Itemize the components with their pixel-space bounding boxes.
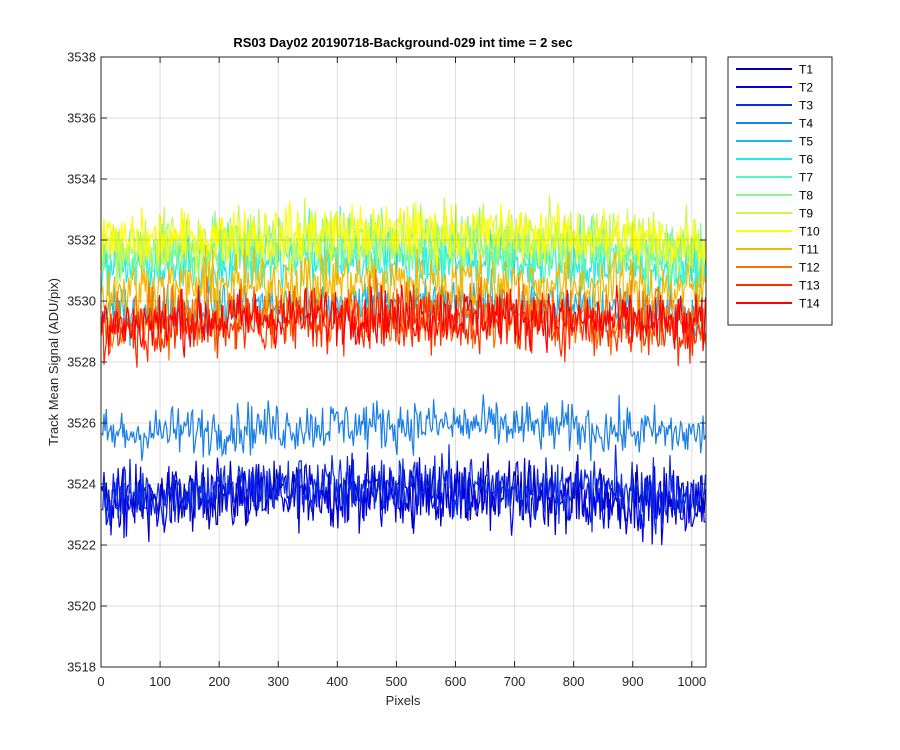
y-tick-label: 3522 — [67, 538, 96, 553]
series-line-t4 — [101, 394, 706, 462]
series-line-t10 — [101, 200, 706, 274]
legend-label-t13: T13 — [799, 279, 820, 293]
x-tick-label: 700 — [504, 674, 526, 689]
y-tick-label: 3532 — [67, 233, 96, 248]
x-tick-label: 200 — [208, 674, 230, 689]
series-line-t14 — [101, 284, 706, 358]
x-tick-label: 400 — [326, 674, 348, 689]
x-tick-label: 800 — [563, 674, 585, 689]
axes: 0 100 200 300 400 500 600 700 800 900 1000 3518 3520… — [67, 50, 707, 689]
y-tick-label: 3528 — [67, 355, 96, 370]
legend: T1 T2 T3 T4 T5 T6 T7 T8 T9 T10 T11 T12 T13 T14 — [727, 56, 833, 326]
grid-layer — [100, 56, 706, 668]
y-tick-label: 3518 — [67, 660, 96, 675]
x-tick-label: 600 — [445, 674, 467, 689]
x-tick-label: 900 — [622, 674, 644, 689]
legend-label-t14: T14 — [799, 297, 820, 311]
y-tick-label: 3520 — [67, 599, 96, 614]
legend-label-t5: T5 — [799, 135, 813, 149]
legend-label-t8: T8 — [799, 189, 813, 203]
y-tick-label: 3534 — [67, 172, 96, 187]
y-tick-label: 3524 — [67, 477, 96, 492]
legend-label-t12: T12 — [799, 261, 820, 275]
x-tick-label: 500 — [386, 674, 408, 689]
legend-label-t4: T4 — [799, 117, 813, 131]
legend-label-t6: T6 — [799, 153, 813, 167]
legend-label-t10: T10 — [799, 225, 820, 239]
y-tick-label: 3536 — [67, 111, 96, 126]
y-tick-label: 3538 — [67, 50, 96, 65]
x-tick-label: 0 — [97, 674, 104, 689]
series-line-t13 — [101, 284, 706, 368]
legend-label-t9: T9 — [799, 207, 813, 221]
x-axis-label: Pixels — [386, 693, 421, 708]
series-line-t9 — [101, 194, 706, 290]
y-axis-label: Track Mean Signal (ADU/pix) — [46, 278, 61, 446]
legend-box — [727, 56, 833, 326]
legend-label-t7: T7 — [799, 171, 813, 185]
x-tick-label: 300 — [267, 674, 289, 689]
y-tick-label: 3530 — [67, 294, 96, 309]
chart-title: RS03 Day02 20190718-Background-029 int t… — [233, 35, 572, 50]
x-tick-label: 100 — [149, 674, 171, 689]
legend-label-t1: T1 — [799, 63, 813, 77]
legend-label-t3: T3 — [799, 99, 813, 113]
series-line-t11 — [101, 244, 706, 330]
legend-label-t11: T11 — [799, 243, 819, 257]
x-tick-label: 1000 — [677, 674, 706, 689]
plot-area — [101, 57, 706, 667]
series-layer — [101, 194, 706, 546]
series-line-t3 — [101, 444, 706, 535]
legend-label-t2: T2 — [799, 81, 813, 95]
y-tick-label: 3526 — [67, 416, 96, 431]
